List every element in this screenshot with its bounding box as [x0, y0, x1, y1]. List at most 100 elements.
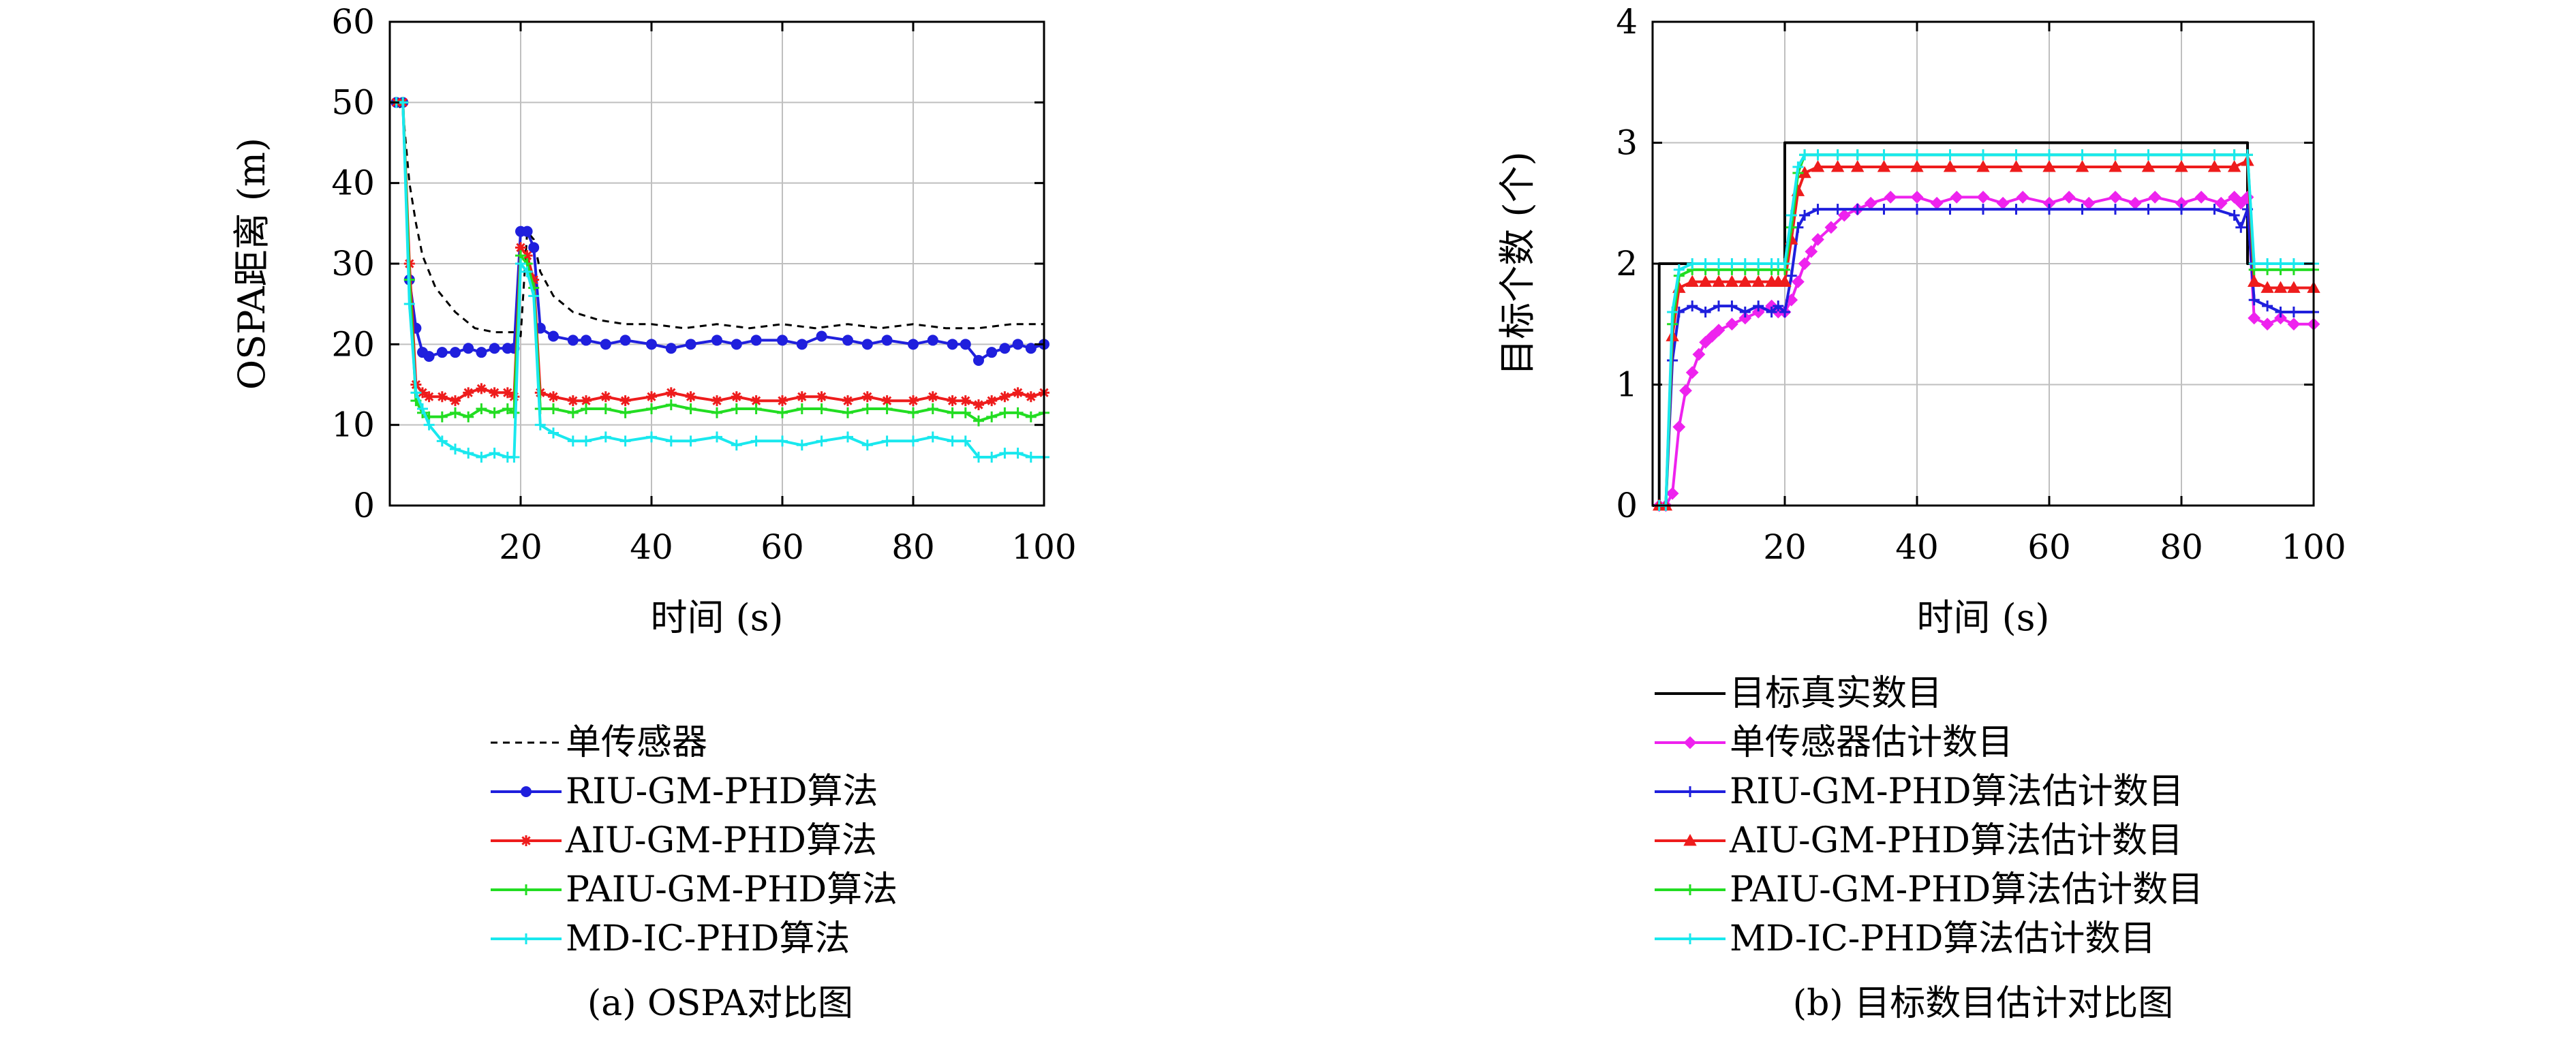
chart-b-series-2: [1653, 190, 2320, 512]
chart-b-series-3-point: [2275, 307, 2286, 317]
chart-a-series-3-point: [436, 391, 448, 403]
chart-b-series-6-point: [1878, 149, 1890, 161]
chart-b-series-6-point: [1912, 149, 1922, 161]
chart-a-series-2-point: [777, 335, 788, 346]
chart-b-series-2-point: [1672, 420, 1686, 434]
chart-a-series-3-point: [665, 387, 677, 399]
chart-b-series-3-point: [1753, 300, 1764, 312]
chart-b-series-3-point: [2228, 210, 2240, 221]
chart-a-series-3-point: [796, 391, 808, 403]
chart-a-ospa: 20 40 60 80 100 0 10 20 30 40 50 60 时间 (s) OSPA距离 (…: [230, 2, 1077, 1024]
chart-a-series-2-point: [521, 226, 533, 237]
chart-b-series-6-point: [1753, 258, 1764, 269]
chart-b-series-3-point: [1779, 307, 1790, 317]
chart-a-ticks: 20 40 60 80 100 0 10 20 30 40 50 60: [331, 2, 1076, 567]
chart-a-series-3-point: [927, 391, 938, 403]
chart-b-x-axis-label: 时间 (s): [1916, 596, 2049, 639]
chart-a-series-5-point: [463, 448, 474, 459]
chart-a-series-3-point: [842, 395, 853, 407]
chart-b-series-6-point: [1713, 258, 1724, 269]
chart-b-series-2-point: [1738, 311, 1752, 325]
chart-a-series-2-point: [619, 335, 631, 346]
chart-b-legend-item: 单传感器估计数目: [1655, 722, 2013, 763]
chart-a-legend-item: AIU-GM-PHD算法: [491, 820, 877, 861]
chart-b-legend-item: PAIU-GM-PHD算法估计数目: [1655, 869, 2203, 910]
chart-b-series-6-point: [2143, 149, 2154, 161]
chart-b-series-2-point: [2274, 311, 2287, 325]
chart-b-series-3-point: [2110, 204, 2121, 215]
chart-b-series-2-point: [1798, 257, 1811, 270]
chart-b-series-2-point: [2082, 196, 2096, 210]
chart-a-series-4-point: [450, 407, 461, 418]
chart-b-series-4-point: [1778, 275, 1792, 288]
chart-a-series-5-point: [960, 435, 971, 447]
chart-b-series-4-point: [2141, 159, 2156, 172]
chart-b-legend-marker: [1683, 833, 1697, 846]
chart-b-series-1-line: [1653, 141, 2314, 507]
chart-a-legend: 单传感器 RIU-GM-PHD算法 AIU-GM-PHD算法 PAIU-GM-PHD算…: [491, 722, 898, 959]
chart-b-series-2-point: [1692, 347, 1706, 361]
chart-b-series-6-point: [2242, 149, 2253, 161]
chart-a-legend-marker: [521, 884, 532, 895]
chart-b-series-3-line: [1659, 208, 2314, 507]
chart-a-series-2-point: [463, 343, 474, 354]
chart-a-series-2-point: [927, 335, 938, 346]
chart-b-series-6-point: [1852, 149, 1863, 161]
chart-a-series-4-point: [548, 403, 559, 414]
chart-b-series-3-point: [2143, 204, 2154, 215]
chart-a-series-4-point: [927, 403, 938, 414]
chart-a-y-axis-label: OSPA距离 (m): [230, 138, 273, 390]
chart-a-series-5-point: [567, 435, 579, 447]
chart-b-legend-label: AIU-GM-PHD算法估计数目: [1729, 820, 2183, 861]
chart-a-series-2-point: [528, 242, 540, 253]
chart-b-series-2-point: [2287, 317, 2301, 331]
chart-b-series-2-point: [1884, 190, 1897, 204]
chart-a-series-5-point: [436, 435, 448, 447]
chart-a-legend-marker: [521, 835, 532, 846]
chart-a-series-5-point: [521, 266, 533, 277]
chart-a-series-4-line: [396, 101, 1045, 422]
chart-a-series-3-point: [423, 391, 435, 403]
chart-a-series-3-point: [646, 391, 657, 403]
chart-b-series-3-point: [1726, 300, 1738, 312]
chart-b-series-6-point: [1799, 149, 1811, 161]
chart-a-series-3-point: [600, 391, 611, 403]
chart-a-series-5: [390, 97, 1049, 463]
chart-a-series-4-point: [861, 403, 873, 414]
chart-a-series-5-point: [508, 452, 520, 463]
chart-a-series-5-point: [665, 435, 677, 447]
chart-b-series-4-point: [1698, 275, 1713, 288]
chart-a-y-tick-label: 10: [331, 405, 375, 445]
chart-a-series-1: [395, 102, 1044, 337]
chart-b-series-6-point: [2010, 149, 2022, 161]
chart-a-series-5-point: [581, 435, 592, 447]
chart-a-y-tick-label: 20: [331, 324, 375, 364]
chart-b-series-2-point: [1864, 196, 1877, 210]
chart-a-series-3-point: [750, 395, 762, 407]
chart-b-series-2-point: [1685, 366, 1699, 379]
chart-a-series-2-point: [1012, 339, 1024, 350]
chart-b-x-tick-label: 80: [2160, 527, 2203, 567]
chart-b-series-4-point: [1877, 159, 1891, 172]
chart-a-series-4-point: [1025, 411, 1037, 422]
chart-b-series-2-point: [1910, 190, 1924, 204]
chart-a-series-5-point: [410, 387, 422, 399]
chart-b-series-6-point: [2248, 258, 2260, 269]
chart-b-series-2-point: [1811, 233, 1824, 246]
chart-b-series-4-point: [2042, 159, 2056, 172]
chart-a-series-5-point: [548, 427, 559, 439]
chart-a-series-2-point: [731, 339, 742, 350]
chart-a-series-5-point: [842, 431, 853, 443]
chart-a-series-3-point: [567, 395, 579, 407]
chart-b-series-6-point: [2275, 258, 2286, 269]
chart-b-series-3-point: [2076, 204, 2088, 215]
chart-b-series-6-point: [1832, 149, 1843, 161]
chart-b-series-3-point: [1912, 204, 1922, 215]
chart-b-series-3-point: [1687, 300, 1698, 312]
chart-b-y-tick-label: 2: [1616, 244, 1638, 283]
chart-b-legend-item: 目标真实数目: [1655, 673, 1942, 714]
chart-b-legend-marker: [1685, 884, 1696, 895]
chart-a-series-4-point: [665, 399, 677, 411]
chart-b-y-tick-label: 3: [1616, 123, 1638, 163]
chart-a-series-4-point: [842, 407, 853, 418]
